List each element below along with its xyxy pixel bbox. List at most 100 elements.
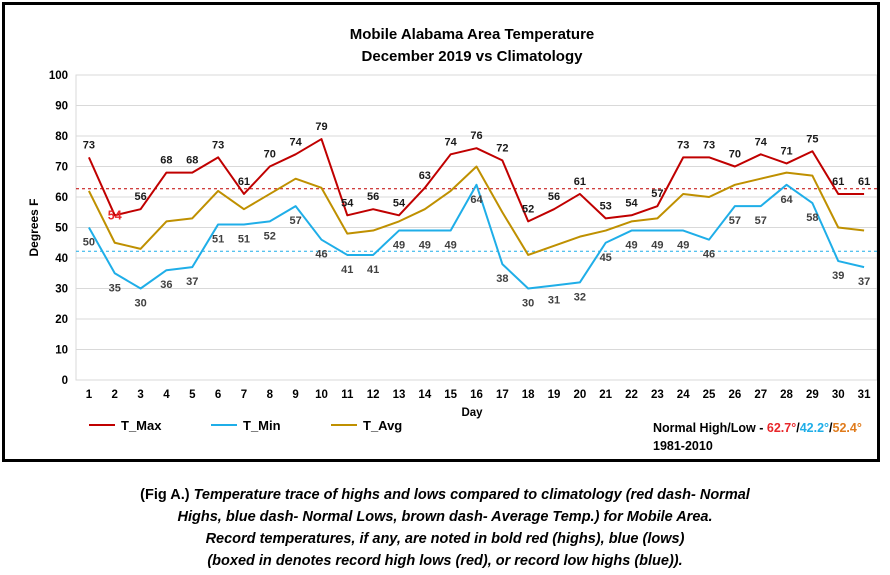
tmin-line bbox=[88, 183, 865, 290]
tmax-data-label: 73 bbox=[703, 139, 715, 151]
legend-item-tavg: T_Avg bbox=[331, 415, 402, 435]
normals-period: 1981-2010 bbox=[653, 439, 713, 453]
x-tick-label: 26 bbox=[728, 389, 741, 401]
tmin-data-label: 64 bbox=[470, 194, 483, 206]
x-tick-label: 16 bbox=[470, 389, 483, 401]
x-tick-label: 8 bbox=[267, 389, 274, 401]
legend-item-tmin: T_Min bbox=[211, 415, 281, 435]
legend-label-tmax: T_Max bbox=[121, 417, 162, 433]
tmax-data-label: 53 bbox=[600, 200, 612, 212]
x-tick-label: 15 bbox=[444, 389, 457, 401]
tmax-data-label: 61 bbox=[238, 176, 250, 188]
x-tick-label: 29 bbox=[806, 389, 819, 401]
tmax-data-label: 63 bbox=[419, 170, 431, 182]
tmin-data-label: 49 bbox=[393, 240, 405, 252]
tmax-data-label: 72 bbox=[496, 142, 508, 154]
tmin-data-label: 51 bbox=[212, 233, 224, 245]
x-tick-label: 10 bbox=[315, 389, 328, 401]
y-tick-label: 100 bbox=[49, 70, 68, 82]
x-tick-label: 12 bbox=[367, 389, 380, 401]
tmin-data-label: 57 bbox=[290, 215, 302, 227]
tmin-data-label: 50 bbox=[83, 237, 95, 249]
x-tick-label: 6 bbox=[215, 389, 221, 401]
x-tick-label: 13 bbox=[393, 389, 406, 401]
tmin-data-label: 51 bbox=[238, 233, 250, 245]
y-tick-label: 10 bbox=[55, 345, 68, 357]
tmin-data-label: 31 bbox=[548, 294, 560, 306]
legend-label-tavg: T_Avg bbox=[363, 417, 403, 433]
x-tick-label: 28 bbox=[780, 389, 793, 401]
tmin-data-label: 35 bbox=[109, 282, 121, 294]
tmin-data-label: 52 bbox=[264, 230, 276, 242]
y-tick-label: 90 bbox=[55, 101, 68, 113]
tmin-data-label: 46 bbox=[703, 249, 715, 261]
caption-line-3: Record temperatures, if any, are noted i… bbox=[205, 531, 685, 547]
y-tick-label: 50 bbox=[55, 223, 68, 235]
y-tick-label: 0 bbox=[62, 375, 68, 387]
tmax-data-label: 54 bbox=[393, 197, 406, 209]
x-tick-label: 14 bbox=[418, 389, 431, 401]
tmax-data-label: 76 bbox=[470, 130, 482, 142]
tmin-data-label: 64 bbox=[780, 194, 793, 206]
tmin-data-label: 30 bbox=[134, 298, 146, 310]
tmax-data-label: 73 bbox=[83, 139, 95, 151]
x-tick-label: 7 bbox=[241, 389, 247, 401]
caption-line-2: Highs, blue dash- Normal Lows, brown das… bbox=[177, 509, 713, 525]
tmin-data-label: 30 bbox=[522, 298, 534, 310]
x-tick-label: 31 bbox=[858, 389, 871, 401]
tmin-data-label: 58 bbox=[806, 212, 818, 224]
x-tick-label: 19 bbox=[548, 389, 561, 401]
tmax-data-label: 75 bbox=[806, 133, 818, 145]
tmin-data-label: 32 bbox=[574, 291, 586, 303]
tmin-data-label: 39 bbox=[832, 270, 844, 282]
tmax-line bbox=[88, 138, 865, 223]
tmin-data-label: 46 bbox=[315, 249, 327, 261]
x-tick-label: 11 bbox=[341, 389, 354, 401]
tmax-data-label: 61 bbox=[574, 176, 586, 188]
tmin-data-label: 49 bbox=[677, 240, 689, 252]
tmax-data-label: 56 bbox=[367, 191, 379, 203]
x-tick-label: 3 bbox=[137, 389, 143, 401]
legend-item-tmax: T_Max bbox=[89, 415, 161, 435]
legend-swatch-tmin bbox=[211, 424, 237, 426]
y-tick-label: 60 bbox=[55, 192, 68, 204]
tmin-data-label: 41 bbox=[367, 264, 379, 276]
tmax-data-label: 54 bbox=[341, 197, 354, 209]
legend-swatch-tmax bbox=[89, 424, 115, 426]
x-tick-label: 9 bbox=[292, 389, 298, 401]
tavg-line bbox=[88, 165, 865, 256]
caption-lead: (Fig A.) bbox=[140, 487, 190, 503]
x-tick-label: 23 bbox=[651, 389, 664, 401]
x-tick-label: 30 bbox=[832, 389, 845, 401]
y-tick-label: 70 bbox=[55, 162, 68, 174]
caption-line-1: Temperature trace of highs and lows comp… bbox=[189, 487, 750, 503]
tmin-data-label: 45 bbox=[600, 252, 612, 264]
y-tick-label: 30 bbox=[55, 284, 68, 296]
tmax-data-label: 71 bbox=[780, 145, 792, 157]
x-tick-label: 25 bbox=[703, 389, 716, 401]
tmax-data-label: 73 bbox=[212, 139, 224, 151]
normals-prefix: Normal High/Low - bbox=[653, 421, 767, 435]
tmax-data-label: 56 bbox=[548, 191, 560, 203]
chart-frame: 0 10 20 30 40 50 60 70 80 90 100 1 2 3 4 5 6 7 8 9 10 11 12 13 1… bbox=[2, 2, 880, 462]
x-axis-label: Day bbox=[461, 407, 483, 419]
chart-subtitle: December 2019 vs Climatology bbox=[362, 48, 584, 65]
x-tick-label: 5 bbox=[189, 389, 196, 401]
tmax-data-label: 70 bbox=[264, 149, 276, 161]
x-tick-label: 24 bbox=[677, 389, 690, 401]
tmax-data-label: 70 bbox=[729, 149, 741, 161]
y-axis-label: Degrees F bbox=[27, 198, 41, 256]
x-tick-label: 17 bbox=[496, 389, 509, 401]
tmax-data-label: 74 bbox=[755, 136, 768, 148]
normal-high-value: 62.7° bbox=[766, 421, 797, 435]
x-tick-label: 1 bbox=[86, 389, 93, 401]
tmax-data-label: 74 bbox=[445, 136, 458, 148]
tmax-data-label: 54 bbox=[625, 197, 638, 209]
tmax-data-label: 54 bbox=[108, 208, 122, 222]
tmin-data-label: 57 bbox=[755, 215, 767, 227]
normals-sep-1: / bbox=[796, 421, 800, 435]
chart-title: Mobile Alabama Area Temperature bbox=[350, 26, 595, 43]
tmin-data-label: 57 bbox=[729, 215, 741, 227]
y-tick-label: 80 bbox=[55, 131, 68, 143]
x-tick-label: 21 bbox=[599, 389, 612, 401]
